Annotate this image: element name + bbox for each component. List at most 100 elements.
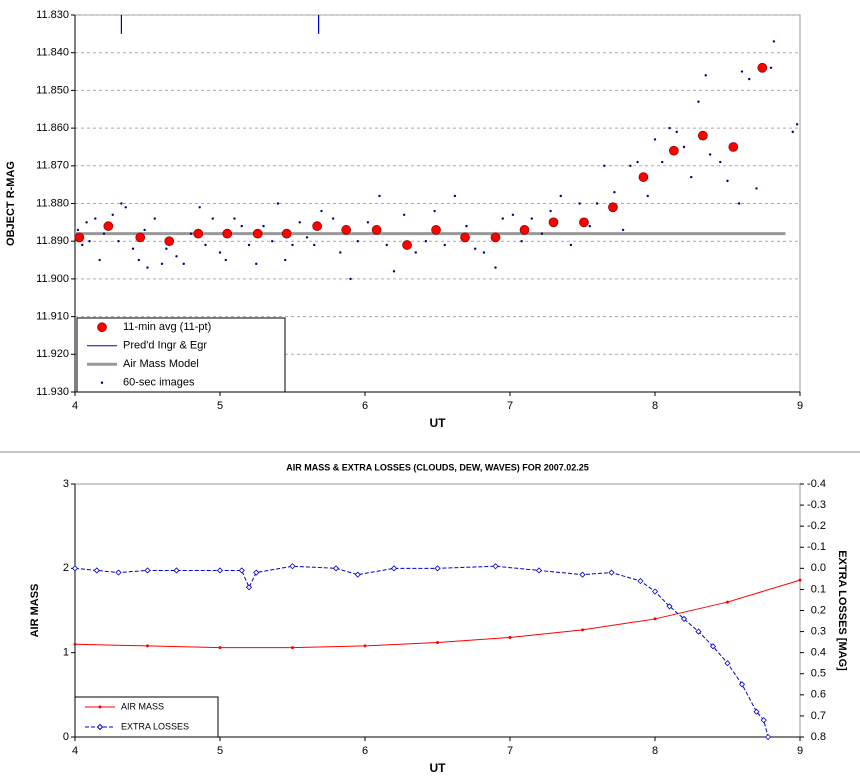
y-tick-label: 11.920 [36, 348, 69, 360]
y-tick-label: 0 [63, 731, 69, 743]
line-point [581, 628, 584, 632]
image-dot [530, 217, 533, 220]
image-dot [218, 251, 222, 254]
avg-marker [490, 232, 501, 243]
image-dot [704, 74, 707, 77]
x-tick-label: 4 [72, 745, 78, 757]
image-dot [224, 258, 227, 262]
line-point [724, 660, 731, 667]
y-tick-label: 11.930 [36, 386, 69, 398]
image-dot [748, 77, 751, 81]
image-dot [165, 247, 168, 250]
image-dot [198, 206, 201, 209]
image-dot [402, 213, 406, 217]
legend-symbol [96, 723, 104, 731]
line-point [71, 565, 79, 572]
line-point [434, 565, 441, 572]
y-tick-label: 11.830 [36, 9, 69, 21]
image-dot [482, 251, 486, 254]
image-dot [320, 209, 323, 213]
image-dot [708, 153, 712, 156]
line-point [666, 603, 673, 610]
avg-marker [164, 236, 175, 247]
image-dot [240, 224, 243, 228]
legend-label: 11-min avg (11-pt) [123, 321, 211, 333]
line-point [753, 708, 760, 715]
legend-label: 60-sec images [123, 377, 195, 389]
image-dot [791, 130, 794, 134]
image-dot [98, 258, 101, 262]
x-tick-label: 6 [362, 400, 368, 412]
legend-label: AIR MASS [121, 701, 164, 711]
y2-tick-label: 0.8 [811, 731, 826, 743]
line-point [363, 644, 367, 648]
image-dot [143, 228, 146, 232]
line-point [238, 567, 245, 574]
legend-label: Air Mass Model [123, 358, 199, 370]
image-dot [120, 202, 123, 205]
image-dot [603, 164, 606, 167]
line-point [332, 565, 340, 572]
image-dot [146, 266, 149, 269]
image-dot [262, 224, 265, 228]
image-dot [494, 266, 497, 269]
image-dot [189, 232, 193, 235]
avg-marker [135, 232, 146, 243]
line-point [798, 578, 802, 582]
y-axis-label: OBJECT R-MAG [5, 161, 17, 246]
x-tick-label: 4 [72, 400, 78, 412]
y2-tick-label: -0.2 [807, 520, 826, 532]
avg-marker [638, 172, 649, 182]
line-point [93, 567, 100, 574]
image-dot [175, 255, 178, 258]
y2-tick-label: 0.7 [811, 710, 826, 722]
legend-box [76, 317, 286, 393]
image-dot [331, 217, 335, 220]
image-dot [682, 145, 686, 149]
line-point [608, 569, 615, 576]
y2-tick-label: 0.3 [811, 625, 826, 637]
x-tick-label: 8 [652, 400, 658, 412]
image-dot [385, 243, 388, 247]
legend-label: EXTRA LOSSES [121, 721, 189, 731]
line-point [218, 646, 222, 650]
line-point [115, 569, 122, 576]
y2-tick-label: 0.4 [811, 647, 826, 659]
image-dot [578, 202, 581, 205]
legend-symbol [100, 381, 104, 384]
image-dot [131, 247, 135, 250]
image-dot [305, 236, 309, 239]
x-tick-label: 7 [507, 745, 513, 757]
line-point [216, 567, 224, 574]
avg-marker [371, 225, 382, 235]
image-dot [795, 123, 799, 126]
image-dot [111, 213, 114, 217]
image-dot [313, 243, 316, 247]
line-point [695, 628, 702, 635]
line-point [535, 567, 543, 574]
image-dot [392, 270, 396, 273]
y2-tick-label: 0.2 [811, 604, 826, 616]
line-point [492, 563, 499, 570]
line-point [144, 567, 151, 574]
line-point [173, 567, 180, 574]
image-dot [661, 160, 664, 164]
image-dot [474, 247, 477, 250]
x-axis-label: UT [430, 761, 447, 775]
y2-tick-label: -0.3 [807, 499, 826, 511]
image-dot [740, 70, 744, 73]
image-dot [520, 240, 523, 243]
image-dot [76, 228, 80, 232]
avg-marker [431, 225, 441, 235]
avg-marker [579, 217, 589, 228]
image-dot [755, 187, 758, 190]
avg-marker [460, 232, 470, 243]
line-point [579, 571, 586, 578]
line-point [738, 681, 746, 688]
image-dot [137, 258, 140, 262]
y2-tick-label: -0.4 [807, 478, 826, 490]
plot-area [74, 483, 801, 738]
image-dot [117, 240, 120, 243]
image-dot [298, 221, 301, 224]
x-tick-label: 6 [362, 745, 368, 757]
